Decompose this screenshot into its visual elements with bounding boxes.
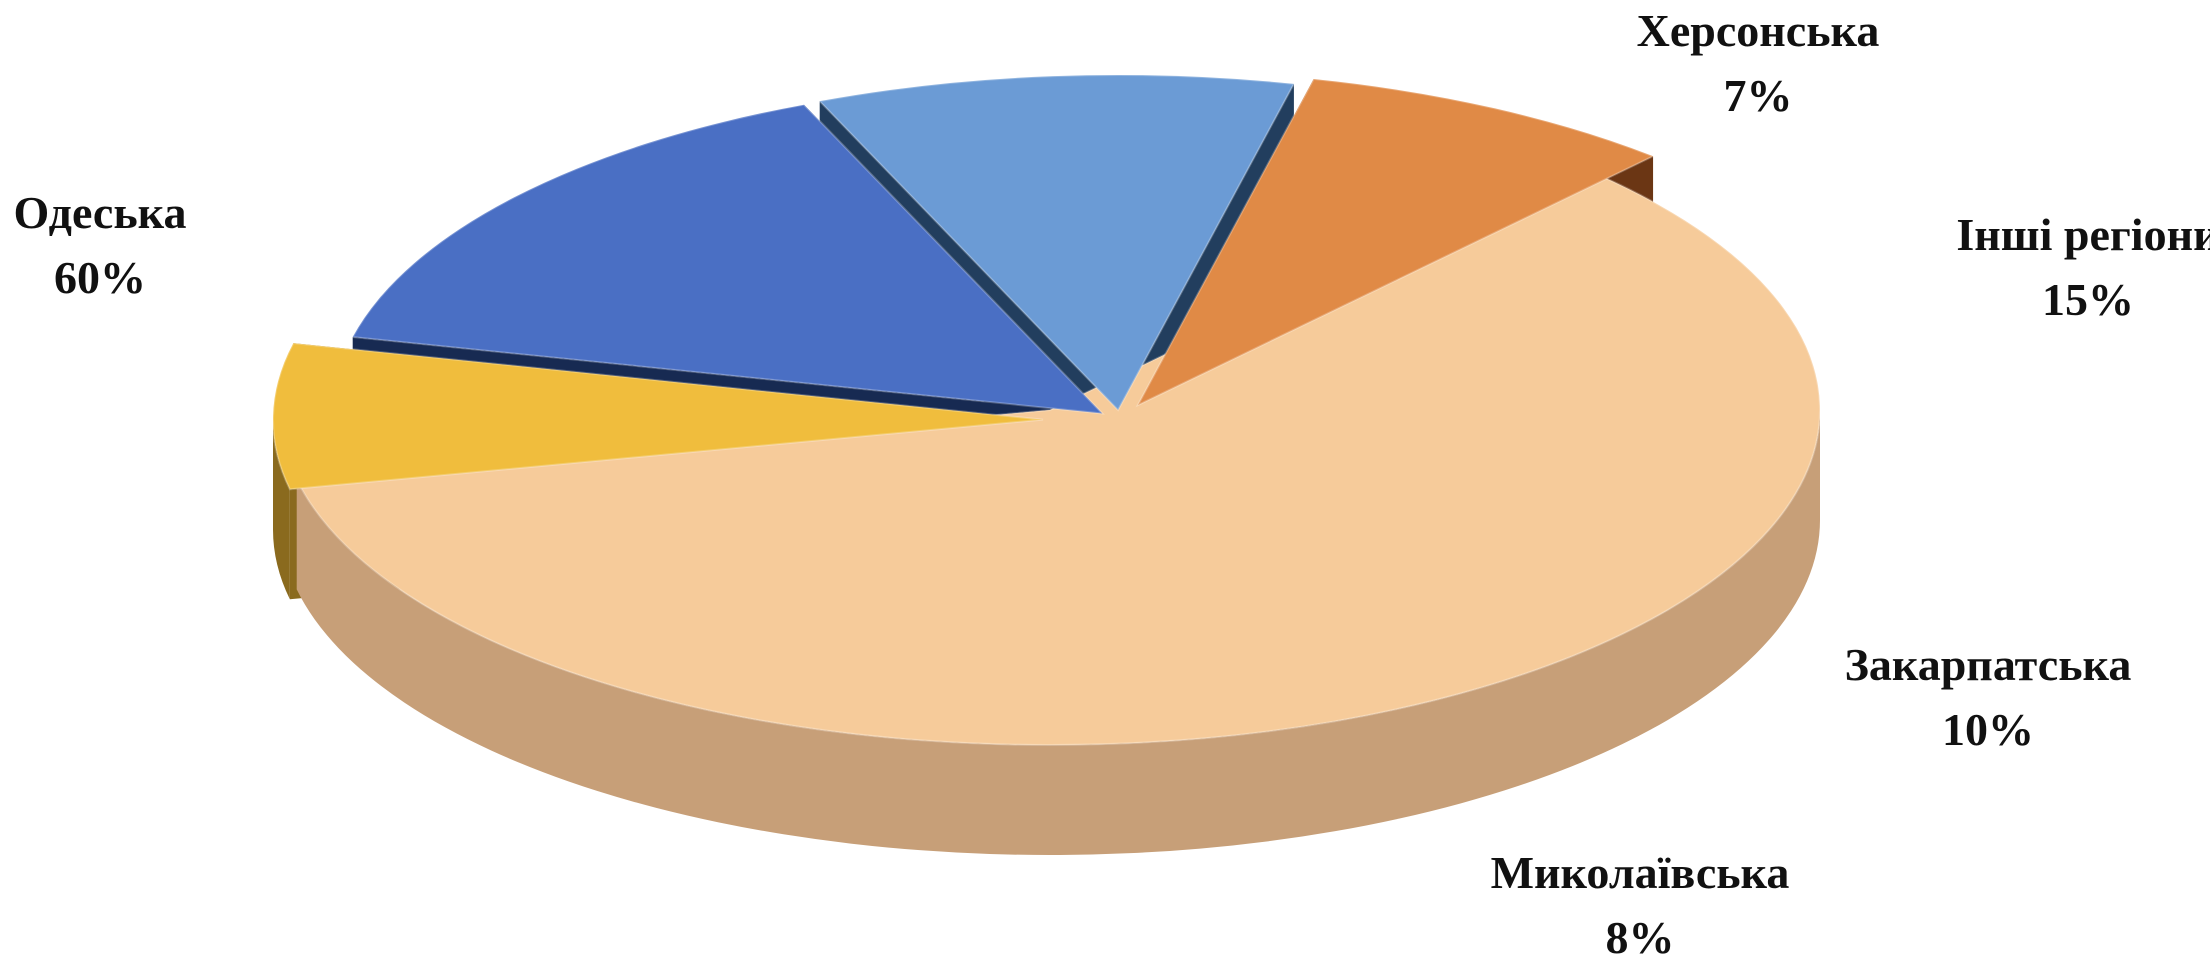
slice-миколаївська-top — [1135, 77, 1656, 408]
slice-інші-регіони-value-label: 15% — [2042, 274, 2134, 325]
pie-tops — [272, 73, 1821, 746]
slice-одеська-value-label: 60% — [54, 252, 146, 303]
slice-одеська-top — [295, 159, 1821, 746]
slice-херсонська-value-label: 7% — [1724, 70, 1793, 121]
slice-закарпатська-top — [817, 73, 1296, 412]
slice-миколаївська-value-label: 8% — [1606, 912, 1675, 963]
slice-херсонська-top — [272, 342, 1044, 491]
slice-інші-регіони-label: Інші регіони — [1956, 209, 2210, 260]
slice-миколаївська-label: Миколаївська — [1491, 847, 1790, 898]
slice-херсонська-label: Херсонська — [1637, 5, 1880, 56]
pie-labels: Одеська 60% Херсонська 7% Інші регіони 15% Зак… — [14, 5, 2210, 963]
slice-інші-регіони-top — [351, 103, 1105, 415]
slice-одеська-label: Одеська — [14, 187, 187, 238]
slice-херсонська-rim-0 — [273, 419, 290, 600]
slice-закарпатська-value-label: 10% — [1942, 704, 2034, 755]
slice-закарпатська-label: Закарпатська — [1845, 639, 2132, 690]
slice-одеська-rim-0 — [296, 410, 1820, 855]
